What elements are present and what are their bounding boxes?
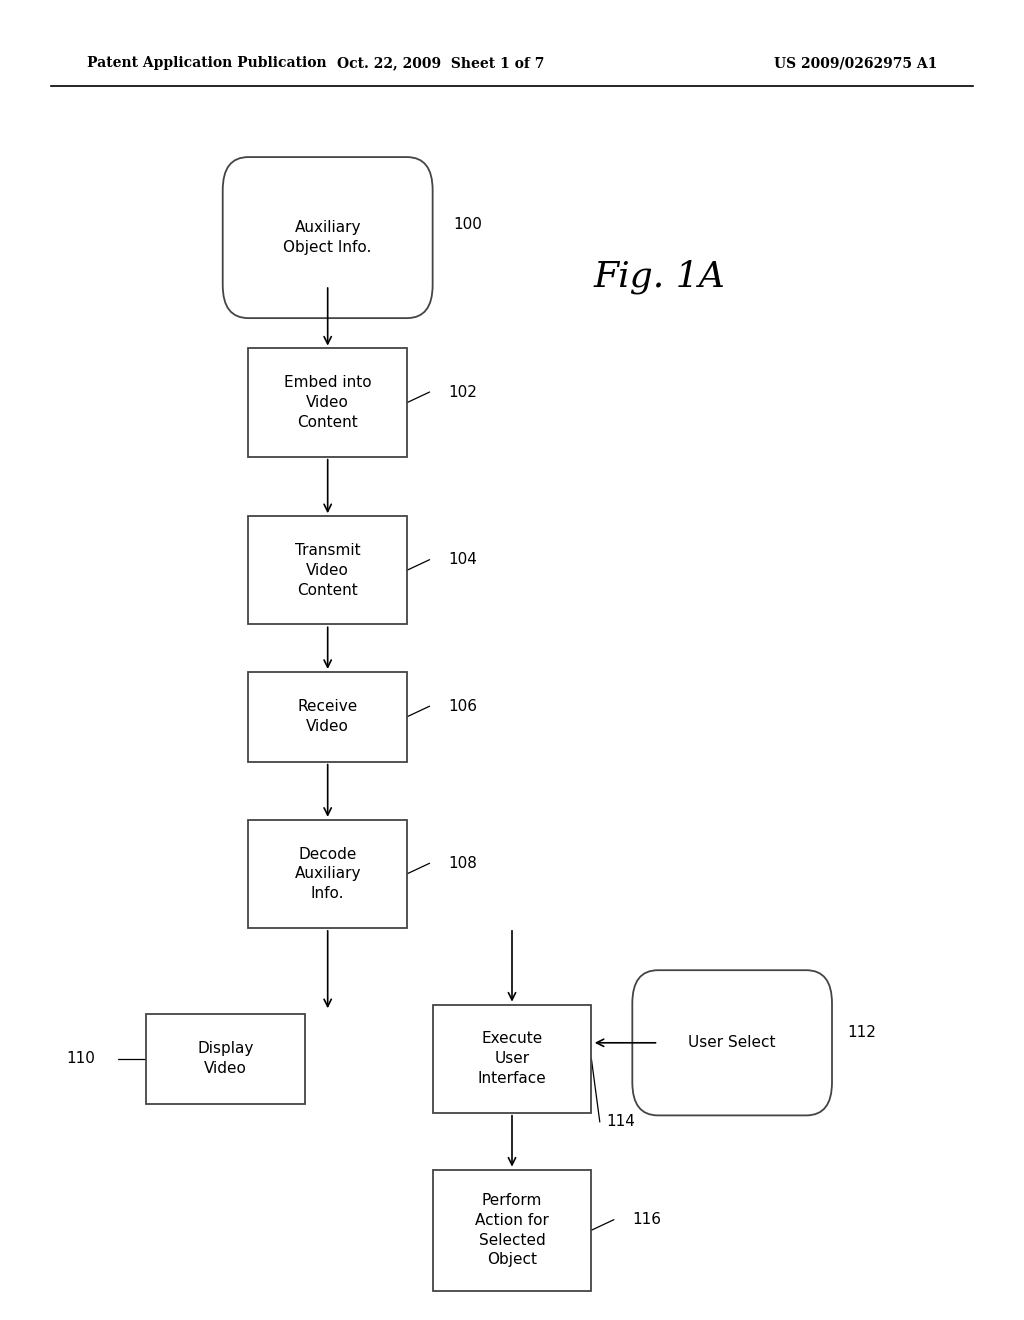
FancyBboxPatch shape — [432, 1005, 592, 1113]
Text: 106: 106 — [449, 698, 477, 714]
FancyBboxPatch shape — [146, 1014, 305, 1104]
FancyBboxPatch shape — [248, 348, 407, 457]
Text: US 2009/0262975 A1: US 2009/0262975 A1 — [773, 57, 937, 70]
Text: Execute
User
Interface: Execute User Interface — [477, 1031, 547, 1086]
Text: 100: 100 — [453, 216, 482, 232]
Text: 104: 104 — [449, 552, 477, 568]
FancyBboxPatch shape — [432, 1170, 592, 1291]
Text: 110: 110 — [66, 1051, 95, 1067]
Text: Display
Video: Display Video — [197, 1041, 254, 1076]
Text: Transmit
Video
Content: Transmit Video Content — [295, 543, 360, 598]
FancyBboxPatch shape — [248, 820, 407, 928]
FancyBboxPatch shape — [223, 157, 432, 318]
Text: Decode
Auxiliary
Info.: Decode Auxiliary Info. — [295, 846, 360, 902]
Text: Receive
Video: Receive Video — [298, 700, 357, 734]
Text: Fig. 1A: Fig. 1A — [594, 260, 726, 294]
Text: Embed into
Video
Content: Embed into Video Content — [284, 375, 372, 430]
Text: Auxiliary
Object Info.: Auxiliary Object Info. — [284, 220, 372, 255]
Text: Patent Application Publication: Patent Application Publication — [87, 57, 327, 70]
Text: Oct. 22, 2009  Sheet 1 of 7: Oct. 22, 2009 Sheet 1 of 7 — [337, 57, 544, 70]
Text: 108: 108 — [449, 855, 477, 871]
FancyBboxPatch shape — [248, 516, 407, 624]
Text: 112: 112 — [848, 1024, 877, 1040]
FancyBboxPatch shape — [248, 672, 407, 762]
Text: 102: 102 — [449, 384, 477, 400]
FancyBboxPatch shape — [632, 970, 831, 1115]
Text: 116: 116 — [633, 1212, 662, 1228]
Text: Perform
Action for
Selected
Object: Perform Action for Selected Object — [475, 1193, 549, 1267]
Text: 114: 114 — [606, 1114, 636, 1130]
Text: User Select: User Select — [688, 1035, 776, 1051]
